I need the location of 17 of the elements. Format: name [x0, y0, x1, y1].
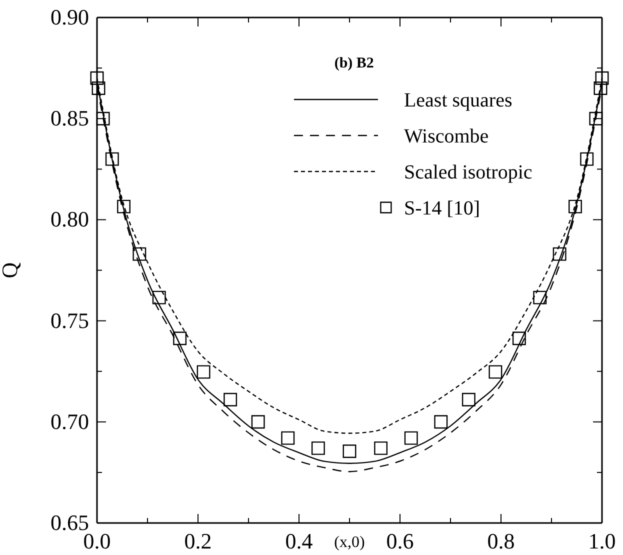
x-tick-label: 0.2 [184, 528, 212, 554]
legend-label: Least squares [404, 90, 512, 112]
x-tick-label: 0.4 [285, 528, 313, 554]
y-tick-label: 0.90 [50, 4, 89, 30]
y-tick-label: 0.70 [50, 408, 89, 434]
x-tick-label: 1.0 [588, 528, 616, 554]
legend-label: S-14 [10] [404, 198, 480, 220]
x-tick-label: 0.8 [487, 528, 515, 554]
y-tick-label: 0.80 [50, 206, 89, 232]
text: (b) B2 [334, 56, 374, 72]
y-tick-label: 0.75 [50, 308, 89, 333]
y-tick-label: 0.85 [50, 106, 89, 131]
y-axis-title: Q [0, 262, 22, 278]
x-axis-title: (x,0) [334, 534, 365, 551]
x-tick-label: 0.6 [386, 528, 414, 554]
legend-label: Wiscombe [404, 126, 489, 148]
legend-label: Scaled isotropic [404, 162, 532, 184]
